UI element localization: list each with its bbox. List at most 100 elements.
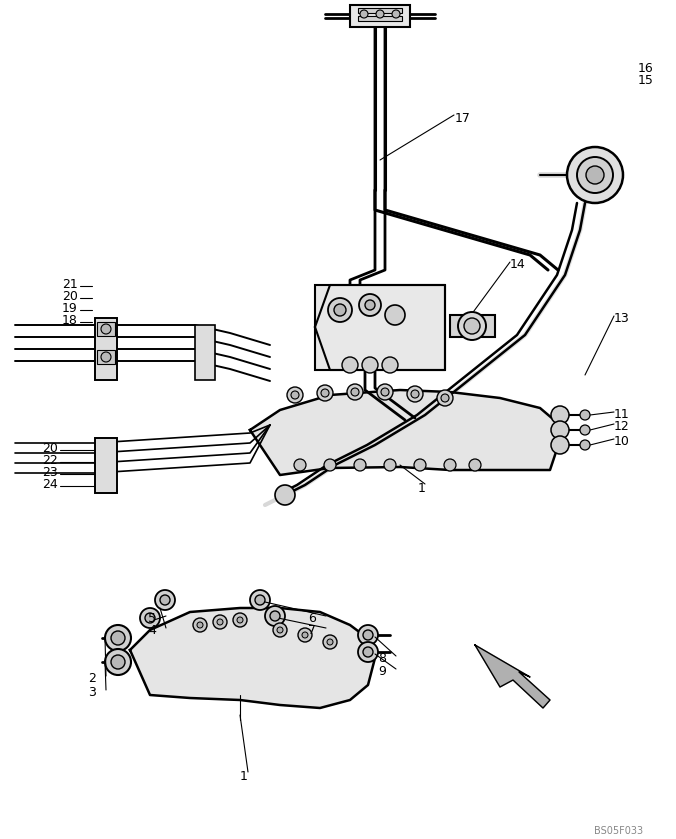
Circle shape [287,387,303,403]
Bar [358,16,402,21]
Text: 11: 11 [614,408,630,421]
Text: 21: 21 [62,278,78,291]
Circle shape [105,625,131,651]
Circle shape [360,10,368,18]
Circle shape [140,608,160,628]
Bar [358,8,402,13]
Polygon shape [250,390,560,475]
Circle shape [411,390,419,398]
Circle shape [323,635,337,649]
Circle shape [577,157,613,193]
Circle shape [551,406,569,424]
Circle shape [193,618,207,632]
Text: 22: 22 [42,454,57,467]
Circle shape [551,421,569,439]
Circle shape [376,10,384,18]
Circle shape [250,590,270,610]
Circle shape [382,357,398,373]
Circle shape [291,391,299,399]
Circle shape [197,622,203,628]
Bar [315,285,445,370]
Text: 4: 4 [148,624,156,637]
Circle shape [362,357,378,373]
Circle shape [327,639,333,645]
Circle shape [217,619,223,625]
Circle shape [213,615,227,629]
Text: 20: 20 [42,442,58,455]
Circle shape [363,630,373,640]
Circle shape [407,386,423,402]
Text: 7: 7 [308,624,316,637]
Text: BS05F033: BS05F033 [594,826,643,836]
Circle shape [384,459,396,471]
Text: 18: 18 [62,314,78,327]
Circle shape [363,647,373,657]
Circle shape [328,298,352,322]
Circle shape [111,631,125,645]
Circle shape [358,625,378,645]
Circle shape [302,632,308,638]
Text: 1: 1 [240,770,248,783]
Circle shape [255,595,265,605]
Text: 24: 24 [42,478,57,491]
Circle shape [464,318,480,334]
Circle shape [237,617,243,623]
Text: 2: 2 [88,672,96,685]
Text: 14: 14 [510,258,526,271]
Circle shape [273,623,287,637]
Text: 1: 1 [418,482,426,495]
Text: 10: 10 [614,435,630,448]
Circle shape [334,304,346,316]
Circle shape [358,642,378,662]
Circle shape [275,485,295,505]
Circle shape [381,388,389,396]
Circle shape [392,10,400,18]
Circle shape [365,300,375,310]
Bar [350,5,410,27]
Circle shape [469,459,481,471]
Polygon shape [130,608,375,708]
Circle shape [321,389,329,397]
Polygon shape [315,285,445,370]
Circle shape [444,459,456,471]
Text: 20: 20 [62,290,78,303]
Text: 6: 6 [308,612,316,625]
Text: 12: 12 [614,420,630,433]
Circle shape [294,459,306,471]
Circle shape [298,628,312,642]
Bar [195,325,215,380]
Circle shape [551,436,569,454]
Bar [97,322,115,336]
Circle shape [385,305,405,325]
Text: 5: 5 [148,612,156,625]
Circle shape [351,388,359,396]
Polygon shape [475,645,550,708]
Circle shape [111,655,125,669]
Circle shape [359,294,381,316]
Circle shape [155,590,175,610]
Circle shape [233,613,247,627]
Circle shape [580,425,590,435]
Text: 9: 9 [378,665,386,678]
Text: 8: 8 [378,652,386,665]
Circle shape [101,352,111,362]
Bar [450,315,495,337]
Circle shape [270,611,280,621]
Circle shape [342,357,358,373]
Circle shape [265,606,285,626]
Circle shape [414,459,426,471]
Circle shape [277,627,283,633]
Circle shape [377,384,393,400]
Bar [95,438,117,493]
Circle shape [458,312,486,340]
Bar [95,318,117,380]
Circle shape [586,166,604,184]
Circle shape [580,440,590,450]
Circle shape [567,147,623,203]
Circle shape [354,459,366,471]
Text: 13: 13 [614,312,630,325]
Circle shape [437,390,453,406]
Circle shape [347,384,363,400]
Bar [97,350,115,364]
Circle shape [441,394,449,402]
